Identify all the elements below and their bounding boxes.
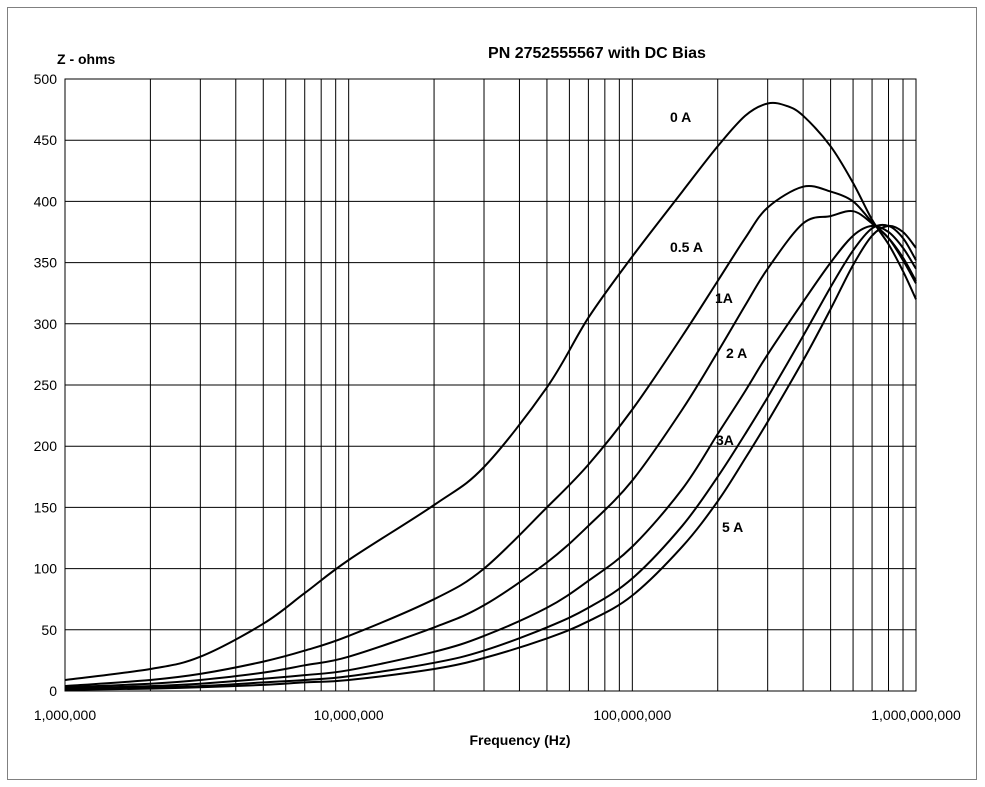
y-tick-label: 400 <box>34 193 58 209</box>
y-tick-label: 100 <box>34 561 58 577</box>
y-tick-label: 300 <box>34 316 58 332</box>
x-tick-label: 10,000,000 <box>314 707 384 723</box>
x-tick-label: 1,000,000 <box>34 707 96 723</box>
x-tick-label: 1,000,000,000 <box>871 707 961 723</box>
series-label: 1A <box>715 290 733 306</box>
series-line-1 <box>64 185 917 688</box>
series-line-0 <box>64 101 917 681</box>
y-tick-label: 200 <box>34 438 58 454</box>
y-tick-label: 350 <box>34 255 58 271</box>
series-label: 0.5 A <box>670 239 703 255</box>
grid-layer <box>64 78 917 692</box>
series-label: 3A <box>716 432 734 448</box>
x-tick-label: 100,000,000 <box>593 707 671 723</box>
y-tick-label: 0 <box>49 683 57 699</box>
text-layer: PN 2752555567 with DC Bias Z - ohms Freq… <box>34 45 961 748</box>
chart-frame <box>7 7 977 780</box>
chart-title: PN 2752555567 with DC Bias <box>488 45 706 62</box>
y-tick-label: 250 <box>34 377 58 393</box>
series-label: 0 A <box>670 109 691 125</box>
series-line-2 <box>64 209 917 689</box>
y-axis-title: Z - ohms <box>57 51 116 67</box>
series-label: 5 A <box>722 519 743 535</box>
series-line-3 <box>64 224 917 690</box>
y-tick-label: 50 <box>41 622 57 638</box>
series-line-5 <box>64 224 917 691</box>
y-tick-label: 450 <box>34 132 58 148</box>
series-layer <box>64 101 917 691</box>
series-line-4 <box>64 223 917 691</box>
y-tick-label: 150 <box>34 499 58 515</box>
x-axis-title: Frequency (Hz) <box>469 732 570 748</box>
y-tick-label: 500 <box>34 71 58 87</box>
series-label: 2 A <box>726 345 747 361</box>
